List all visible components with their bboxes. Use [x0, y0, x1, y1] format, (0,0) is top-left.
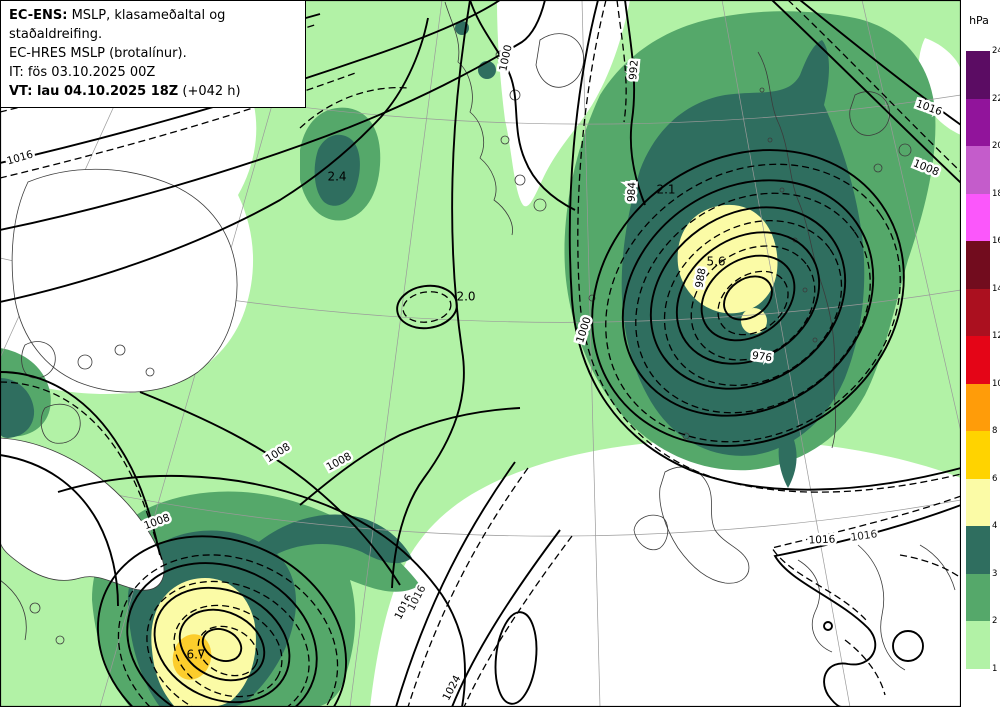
isobar-label: 984 — [626, 181, 639, 202]
lead-time: (+042 h) — [178, 84, 241, 99]
colorbar-segment-4-6 — [966, 478, 990, 527]
colorbar-tick-14: 14 — [992, 283, 1000, 294]
shading-layer — [0, 0, 961, 707]
colorbar-tick-6: 6 — [992, 473, 998, 484]
colorbar-tick-8: 8 — [992, 426, 998, 436]
stddev-value-label: 2.4 — [327, 170, 346, 184]
colorbar-tick-24: 24 — [992, 46, 1000, 56]
hres-low2-rings — [117, 554, 339, 707]
stddev-value-label: 2.0 — [456, 290, 475, 304]
colorbar-tick-3: 3 — [992, 568, 998, 579]
colorbar-tick-1: 1 — [992, 663, 998, 674]
colorbar-tick-12: 12 — [992, 331, 1000, 341]
colorbar-tick-18: 18 — [992, 188, 1000, 199]
title-box: EC-ENS: MSLP, klasameðaltal og staðaldre… — [0, 0, 306, 108]
title-line-1-text: MSLP, klasameðaltal og staðaldreifing. — [9, 8, 226, 42]
secondary-low-rings — [96, 535, 348, 707]
colorbar-tick-20: 20 — [992, 141, 1000, 151]
isobar-label: 1016 — [808, 534, 835, 547]
colorbar-segment-6-8 — [966, 431, 990, 479]
colorbar-segment-12-14 — [966, 288, 990, 337]
colorbar-segment-8-10 — [966, 383, 990, 432]
colorbar-tick-2: 2 — [992, 616, 998, 626]
valid-time: VT: lau 04.10.2025 18Z — [9, 84, 179, 99]
weather-map: 1008101610009929849881016100810009761008… — [0, 0, 961, 707]
title-line-2: EC-HRES MSLP (brotalínur). — [9, 46, 187, 61]
colorbar-segment-2-3 — [966, 573, 990, 622]
colorbar-segment-16-18 — [966, 193, 990, 242]
graticule-layer — [0, 0, 961, 707]
colorbar-segment-1-2 — [966, 621, 990, 669]
colorbar-segments — [966, 51, 990, 669]
stddev-value-label: 6.7 — [186, 648, 205, 662]
colorbar: hPa 24 22 20 18 16 14 12 10 8 6 4 3 2 1 — [961, 0, 1000, 707]
model-name: EC-ENS: — [9, 8, 68, 23]
stddev-value-label: 2.1 — [656, 183, 675, 197]
isobar-label: 976 — [751, 350, 773, 365]
isobar-label: 992 — [627, 59, 641, 80]
colorbar-segment-10-12 — [966, 336, 990, 384]
colorbar-tick-4: 4 — [992, 521, 998, 531]
colorbar-tick-22: 22 — [992, 93, 1000, 104]
colorbar-segment-3-4 — [966, 526, 990, 574]
coastline-layer — [0, 1, 956, 671]
stddev-value-label: 5.6 — [706, 255, 725, 269]
colorbar-unit-label: hPa — [969, 14, 989, 27]
colorbar-tick-16: 16 — [992, 236, 1000, 246]
colorbar-segment-14-16 — [966, 241, 990, 289]
colorbar-segment-22-24 — [966, 51, 990, 99]
isobar-label: 1016 — [850, 528, 878, 544]
colorbar-segment-18-20 — [966, 146, 990, 194]
valid-time-line: VT: lau 04.10.2025 18Z (+042 h) — [9, 82, 297, 101]
colorbar-segment-20-22 — [966, 98, 990, 147]
title-line-1: EC-ENS: MSLP, klasameðaltal og staðaldre… — [9, 6, 297, 44]
init-time-line: IT: fös 03.10.2025 00Z — [9, 65, 156, 80]
colorbar-tick-10: 10 — [992, 378, 1000, 389]
